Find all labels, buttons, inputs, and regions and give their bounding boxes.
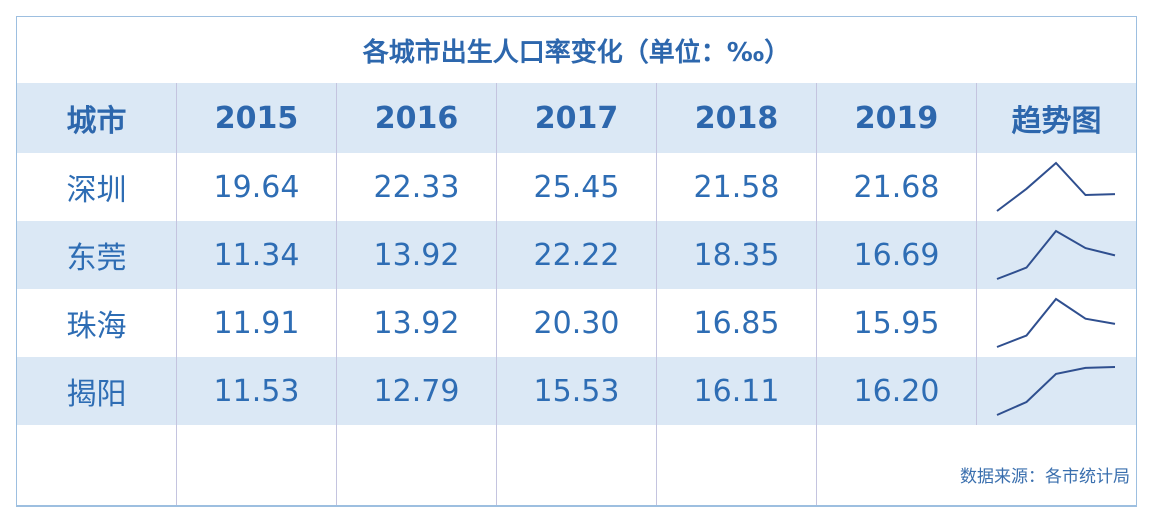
value-cell: 15.53 — [496, 357, 657, 425]
title-row: 各城市出生人口率变化（单位：‰） — [15, 16, 1138, 83]
value-cell: 11.91 — [176, 289, 337, 357]
sparkline — [996, 161, 1116, 212]
sparkline-line — [996, 297, 1116, 348]
table-title: 各城市出生人口率变化（单位：‰） — [15, 16, 1138, 83]
value-cell: 16.69 — [816, 221, 977, 289]
value-cell: 22.22 — [496, 221, 657, 289]
header-cell: 2015 — [176, 83, 337, 153]
footer-row: 数据来源：各市统计局 — [16, 425, 1138, 507]
sparkline-line — [996, 366, 1116, 416]
value-cell: 18.35 — [656, 221, 817, 289]
sparkline — [996, 229, 1116, 280]
value-cell: 11.53 — [176, 357, 337, 425]
data-row: 深圳 19.64 22.33 25.45 21.58 21.68 — [16, 153, 1138, 221]
sparkline-cell — [975, 153, 1138, 221]
empty-cell — [176, 425, 337, 507]
data-row: 珠海 11.91 13.92 20.30 16.85 15.95 — [16, 289, 1138, 357]
data-row: 东莞 11.34 13.92 22.22 18.35 16.69 — [16, 221, 1138, 289]
header-row: 城市 2015 2016 2017 2018 2019 趋势图 — [16, 83, 1138, 153]
value-cell: 13.92 — [336, 289, 497, 357]
sparkline-line — [996, 161, 1116, 212]
empty-cell — [336, 425, 497, 507]
empty-cell — [16, 425, 177, 507]
value-cell: 13.92 — [336, 221, 497, 289]
header-cell: 2016 — [336, 83, 497, 153]
value-cell: 19.64 — [176, 153, 337, 221]
value-cell: 25.45 — [496, 153, 657, 221]
header-cell: 趋势图 — [975, 83, 1138, 153]
sparkline — [996, 366, 1116, 416]
empty-cell — [656, 425, 817, 507]
sparkline-cell — [975, 357, 1138, 425]
city-cell: 东莞 — [16, 221, 177, 289]
header-cell: 2017 — [496, 83, 657, 153]
header-cell: 城市 — [16, 83, 177, 153]
sparkline-cell — [975, 221, 1138, 289]
sparkline — [996, 297, 1116, 348]
value-cell: 20.30 — [496, 289, 657, 357]
value-cell: 21.58 — [656, 153, 817, 221]
city-cell: 珠海 — [16, 289, 177, 357]
value-cell: 16.20 — [816, 357, 977, 425]
value-cell: 11.34 — [176, 221, 337, 289]
value-cell: 16.85 — [656, 289, 817, 357]
data-row: 揭阳 11.53 12.79 15.53 16.11 16.20 — [16, 357, 1138, 425]
empty-cell — [496, 425, 657, 507]
sparkline-cell — [975, 289, 1138, 357]
source-note: 数据来源：各市统计局 — [815, 425, 1138, 507]
value-cell: 15.95 — [816, 289, 977, 357]
city-cell: 深圳 — [16, 153, 177, 221]
value-cell: 21.68 — [816, 153, 977, 221]
table-wrapper: 各城市出生人口率变化（单位：‰） 城市 2015 2016 2017 2018 2019 趋势… — [15, 16, 1138, 507]
value-cell: 12.79 — [336, 357, 497, 425]
header-cell: 2019 — [816, 83, 977, 153]
city-cell: 揭阳 — [16, 357, 177, 425]
birth-rate-table: 各城市出生人口率变化（单位：‰） 城市 2015 2016 2017 2018 2019 趋势… — [15, 16, 1138, 507]
header-cell: 2018 — [656, 83, 817, 153]
sparkline-line — [996, 229, 1116, 280]
value-cell: 16.11 — [656, 357, 817, 425]
value-cell: 22.33 — [336, 153, 497, 221]
